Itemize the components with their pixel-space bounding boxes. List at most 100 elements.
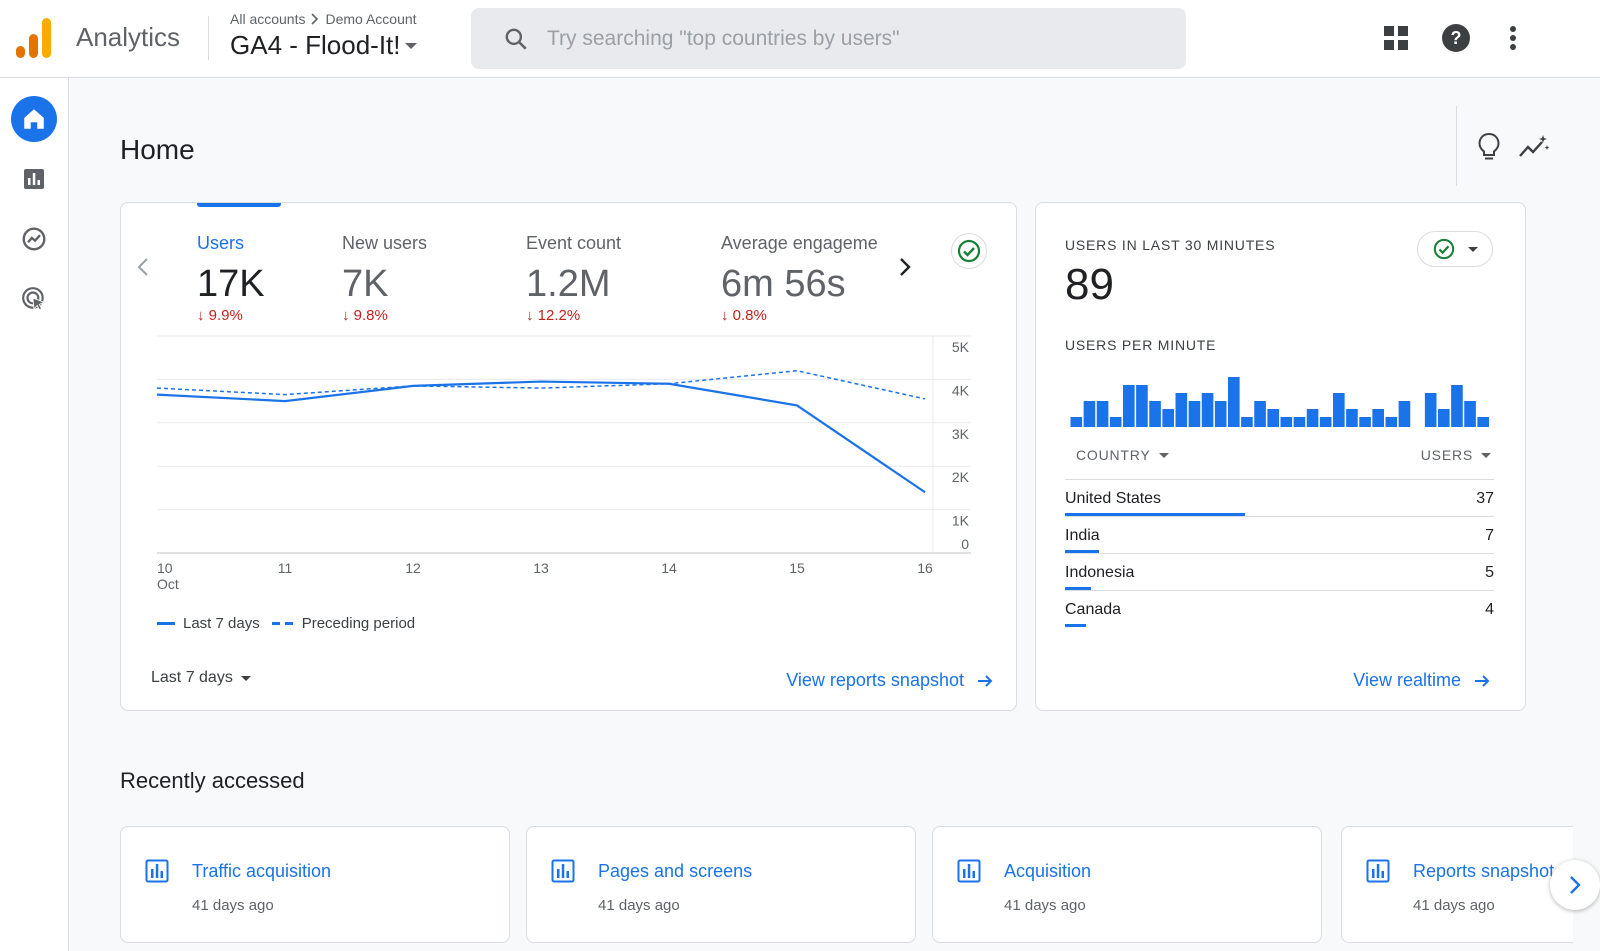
x-tick-label: 12 [405,560,421,576]
lightbulb-icon[interactable] [1472,130,1506,164]
breadcrumb-accounts[interactable]: All accounts [230,11,306,27]
metric-label: Average engageme [721,233,878,253]
metric-tab-average-engagement[interactable]: Average engageme 6m 56s ↓ 0.8% [721,203,886,333]
metric-change: ↓ 9.9% [197,307,243,324]
legend-label: Preceding period [301,615,416,632]
per-minute-bar [1136,385,1148,427]
per-minute-bar [1241,417,1253,427]
country-name: United States [1065,490,1162,507]
check-circle-icon [1433,238,1454,260]
per-minute-bar [1346,409,1358,427]
per-minute-bar [1319,417,1332,427]
table-row[interactable]: Canada 4 [1065,590,1494,627]
metric-tab-users[interactable]: Users 17K ↓ 9.9% [197,203,327,333]
link-label: View realtime [1353,670,1461,690]
users-per-minute-label: USERS PER MINUTE [1065,337,1217,353]
recent-item-card[interactable]: Pages and screens 41 days ago [526,826,916,943]
property-selector[interactable]: GA4 - Flood-It! [230,30,417,61]
recent-item-time: 41 days ago [1004,897,1086,914]
breadcrumb-account[interactable]: Demo Account [325,11,417,27]
column-header-label: COUNTRY [1076,447,1151,463]
bar-chart-icon [145,859,169,883]
reports-icon[interactable] [11,156,57,202]
arrow-forward-icon [1475,674,1490,687]
y-tick-label: 5K [952,339,970,355]
per-minute-bar [1214,401,1227,427]
legend-swatch-dashed [271,622,294,625]
recent-item-time: 41 days ago [1413,897,1495,914]
per-minute-bar [1175,393,1188,427]
per-minute-bar [1293,417,1306,427]
per-minute-bar [1096,401,1109,427]
explore-icon[interactable] [11,216,57,262]
per-minute-bar [1201,393,1214,427]
insights-trend-icon[interactable] [1517,130,1551,164]
chevron-right-icon [1570,876,1581,894]
date-range-selector[interactable]: Last 7 days [151,669,251,687]
breadcrumb[interactable]: All accounts Demo Account [230,11,417,27]
carousel-next-button[interactable] [1550,860,1600,910]
arrow-drop-down-icon [1467,246,1478,252]
view-realtime-link[interactable]: View realtime [1353,670,1491,691]
arrow-downward-icon: ↓ [342,307,354,324]
per-minute-bar [1464,401,1476,427]
chevron-left-icon[interactable] [129,253,157,281]
per-minute-bar [1123,385,1135,427]
home-icon[interactable] [11,96,57,142]
metric-value: 17K [197,263,265,305]
per-minute-bar [1083,401,1096,427]
per-minute-bar [1149,401,1161,427]
metric-value: 1.2M [526,263,611,305]
search-input[interactable] [547,26,1107,51]
recent-item-card[interactable]: Traffic acquisition 41 days ago [120,826,510,943]
search-bar[interactable] [471,8,1186,69]
legend-label: Last 7 days [183,615,260,632]
x-tick-label: 13 [533,560,549,576]
recent-item-card[interactable]: Reports snapshot 41 days ago [1341,826,1573,943]
arrow-drop-down-icon [404,42,417,49]
column-header-country[interactable]: COUNTRY [1076,447,1169,463]
recent-item-overflow: Reports snapshot 41 days ago [1341,826,1573,951]
country-name: Canada [1065,601,1122,618]
chevron-right-icon[interactable] [891,253,919,281]
per-minute-bar [1385,417,1398,427]
table-row[interactable]: Indonesia 5 [1065,553,1494,590]
advertising-icon[interactable] [11,276,57,322]
top-app-bar: Analytics All accounts Demo Account GA4 … [0,0,1600,78]
metric-value: 7K [342,263,389,305]
apps-grid-icon[interactable] [1380,22,1412,54]
table-row[interactable]: India 7 [1065,516,1494,553]
metric-change: ↓ 12.2% [526,307,581,324]
x-tick-sublabel: Oct [157,576,179,592]
table-row[interactable]: United States 37 [1065,479,1494,516]
recent-item-card[interactable]: Acquisition 41 days ago [932,826,1322,943]
per-minute-bar [1280,417,1293,427]
page-title: Home [120,134,195,165]
country-name: Indonesia [1065,564,1135,581]
recent-item-title: Reports snapshot [1413,861,1555,881]
series-line-preceding [156,369,926,400]
country-users: 37 [1476,490,1494,507]
realtime-status-dropdown[interactable] [1417,231,1493,267]
metric-tab-event-count[interactable]: Event count 1.2M ↓ 12.2% [526,203,696,333]
x-tick-label: 14 [661,560,677,576]
metric-tab-new-users[interactable]: New users 7K ↓ 9.8% [342,203,502,333]
per-minute-bar [1372,409,1384,427]
analytics-logo-icon[interactable] [16,18,52,58]
column-header-users[interactable]: USERS [1421,447,1491,463]
overview-card: Users 17K ↓ 9.9% New users 7K ↓ 9.8% Eve… [120,202,1017,711]
series-line-current [156,380,926,494]
metric-label: Event count [526,233,622,253]
view-reports-snapshot-link[interactable]: View reports snapshot [786,670,994,691]
bar-chart-icon [551,859,575,883]
more-vert-icon[interactable] [1497,22,1529,54]
arrow-downward-icon: ↓ [526,307,538,324]
column-header-label: USERS [1420,447,1473,463]
data-quality-check-icon[interactable] [951,233,987,269]
section-title: Recently accessed [120,768,305,793]
y-tick-label: 0 [961,536,969,552]
recent-item-title: Acquisition [1004,861,1092,881]
x-tick-label: 11 [278,560,293,576]
help-icon[interactable]: ? [1440,22,1472,54]
share-bar [1065,587,1091,590]
